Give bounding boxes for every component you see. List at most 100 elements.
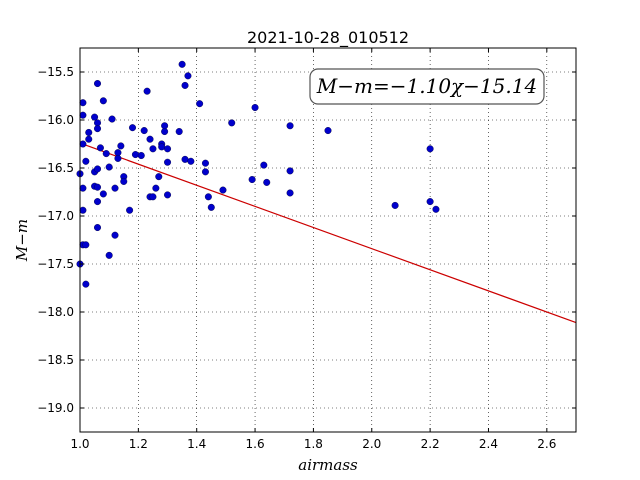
data-point: [126, 206, 134, 214]
data-point: [196, 100, 204, 108]
x-axis-label: airmass: [298, 456, 358, 474]
fit-line: [79, 142, 577, 324]
data-point: [129, 124, 137, 132]
data-point: [263, 178, 271, 186]
data-point: [140, 127, 148, 135]
x-tick-label: 1.4: [187, 437, 206, 451]
y-tick-label: −18.5: [37, 353, 74, 367]
x-tick-label: 2.0: [362, 437, 381, 451]
data-point: [204, 193, 212, 201]
data-point: [82, 157, 90, 165]
x-tick-label: 2.6: [537, 437, 556, 451]
data-point: [260, 161, 268, 169]
data-point: [426, 145, 434, 153]
data-point: [102, 150, 110, 158]
fit-line-layer: [79, 142, 577, 324]
data-point: [94, 125, 102, 133]
data-point: [111, 231, 119, 239]
data-points: [76, 60, 440, 288]
data-point: [164, 158, 172, 166]
data-point: [105, 163, 113, 171]
data-point: [207, 203, 215, 211]
data-point: [99, 190, 107, 198]
data-point: [248, 176, 256, 184]
data-point: [155, 173, 163, 181]
data-point: [108, 115, 116, 123]
data-point: [178, 60, 186, 68]
data-point: [94, 80, 102, 88]
x-tick-label: 2.4: [479, 437, 498, 451]
data-point: [91, 113, 99, 121]
data-point: [85, 135, 93, 143]
x-tick-label: 1.2: [129, 437, 148, 451]
data-point: [82, 241, 90, 249]
data-point: [111, 184, 119, 192]
x-tick-label: 1.0: [70, 437, 89, 451]
data-point: [181, 81, 189, 89]
data-point: [114, 154, 122, 162]
y-tick-label: −19.0: [37, 401, 74, 415]
plot-frame: [79, 47, 577, 433]
data-point: [82, 280, 90, 288]
data-point: [143, 87, 151, 95]
data-point: [286, 122, 294, 130]
data-point: [94, 198, 102, 206]
data-point: [201, 159, 209, 167]
data-point: [286, 189, 294, 197]
grid-lines: [79, 48, 576, 432]
fit-equation: M−m=−1.10χ−15.14: [316, 74, 537, 98]
data-point: [164, 191, 172, 199]
x-tick-label: 1.8: [304, 437, 323, 451]
data-point: [324, 127, 332, 135]
data-point: [79, 111, 87, 119]
data-point: [94, 165, 102, 173]
data-point: [131, 151, 139, 159]
data-point: [251, 104, 259, 112]
data-point: [96, 144, 104, 152]
fit-equation-box: M−m=−1.10χ−15.14: [309, 68, 545, 105]
data-point: [201, 168, 209, 176]
data-point: [391, 201, 399, 209]
data-point: [175, 128, 183, 136]
data-point: [184, 72, 192, 80]
data-point: [158, 143, 166, 151]
data-point: [105, 251, 113, 259]
data-point: [94, 224, 102, 232]
data-point: [181, 155, 189, 163]
data-point: [79, 206, 87, 214]
data-point: [149, 145, 157, 153]
data-point: [286, 167, 294, 175]
data-point: [85, 128, 93, 136]
data-point: [219, 186, 227, 194]
y-tick-label: −18.0: [37, 305, 74, 319]
data-point: [120, 177, 128, 185]
data-point: [426, 198, 434, 206]
y-tick-label: −17.0: [37, 209, 74, 223]
data-point: [187, 157, 195, 165]
data-point: [99, 97, 107, 105]
x-tick-label: 2.2: [421, 437, 440, 451]
data-point: [164, 145, 172, 153]
data-point: [137, 152, 145, 160]
y-tick-label: −16.0: [37, 113, 74, 127]
data-point: [149, 193, 157, 201]
axis-ticks: 1.0 1.2 1.4 1.6 1.8 2.0 2.2 2.4 2.6 −15.5 −16.0 −16…: [37, 48, 576, 451]
x-tick-label: 1.6: [246, 437, 265, 451]
data-point: [79, 184, 87, 192]
y-tick-label: −16.5: [37, 161, 74, 175]
y-axis-label: M−m: [13, 219, 31, 262]
y-tick-label: −17.5: [37, 257, 74, 271]
data-point: [79, 140, 87, 148]
data-point: [94, 183, 102, 191]
data-point: [79, 99, 87, 107]
chart-title: 2021-10-28_010512: [247, 28, 409, 48]
data-point: [432, 205, 440, 213]
data-point: [228, 119, 236, 127]
data-point: [146, 135, 154, 143]
data-point: [161, 128, 169, 136]
data-point: [117, 142, 125, 150]
fit-equation-frame: [309, 68, 545, 105]
data-point: [152, 184, 160, 192]
plot-area: 1.0 1.2 1.4 1.6 1.8 2.0 2.2 2.4 2.6 −15.5 −16.0 −16…: [37, 47, 577, 451]
